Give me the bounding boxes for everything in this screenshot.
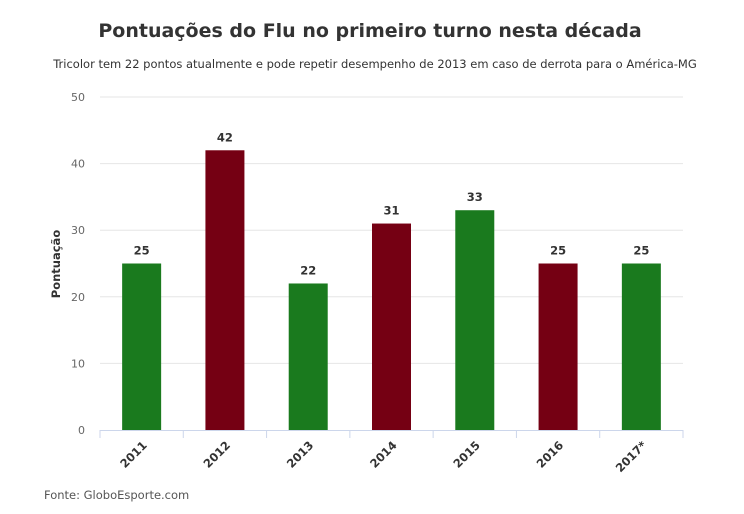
data-label: 42 bbox=[217, 130, 233, 144]
bar bbox=[621, 263, 661, 430]
bars bbox=[122, 150, 661, 430]
y-tick-label: 20 bbox=[71, 291, 85, 304]
bar bbox=[205, 150, 245, 430]
y-axis-ticks: 0 10 20 30 40 50 bbox=[71, 91, 85, 437]
data-label: 25 bbox=[633, 244, 649, 258]
y-tick-label: 10 bbox=[71, 357, 85, 370]
x-tick-label: 2015 bbox=[450, 438, 483, 471]
data-label: 33 bbox=[467, 190, 483, 204]
data-labels: 25 42 22 31 33 25 25 bbox=[134, 130, 650, 277]
x-tick-label: 2012 bbox=[201, 438, 234, 471]
y-tick-label: 30 bbox=[71, 224, 85, 237]
bar bbox=[538, 263, 578, 430]
bar bbox=[372, 223, 411, 430]
x-tick-label: 2017* bbox=[613, 438, 650, 475]
x-tick-label: 2013 bbox=[284, 438, 317, 471]
y-tick-label: 40 bbox=[71, 158, 85, 171]
bar bbox=[288, 283, 328, 430]
chart-subtitle: Tricolor tem 22 pontos atualmente e pode… bbox=[53, 57, 697, 71]
x-tick-label: 2014 bbox=[367, 438, 400, 471]
data-label: 31 bbox=[383, 204, 399, 218]
y-axis-title: Pontuação bbox=[49, 230, 63, 299]
data-label: 25 bbox=[134, 244, 150, 258]
bar bbox=[122, 263, 162, 430]
x-axis-ticks: 2011 2012 2013 2014 2015 2016 2017* bbox=[99, 430, 684, 475]
y-tick-label: 0 bbox=[78, 424, 85, 437]
data-label: 22 bbox=[300, 263, 316, 277]
data-label: 25 bbox=[550, 244, 566, 258]
chart-title: Pontuações do Flu no primeiro turno nest… bbox=[98, 20, 642, 42]
x-tick-label: 2011 bbox=[117, 438, 150, 471]
x-tick-label: 2016 bbox=[534, 438, 567, 471]
y-tick-label: 50 bbox=[71, 91, 85, 104]
source-credit: Fonte: GloboEsporte.com bbox=[44, 488, 190, 502]
bar bbox=[455, 210, 495, 430]
